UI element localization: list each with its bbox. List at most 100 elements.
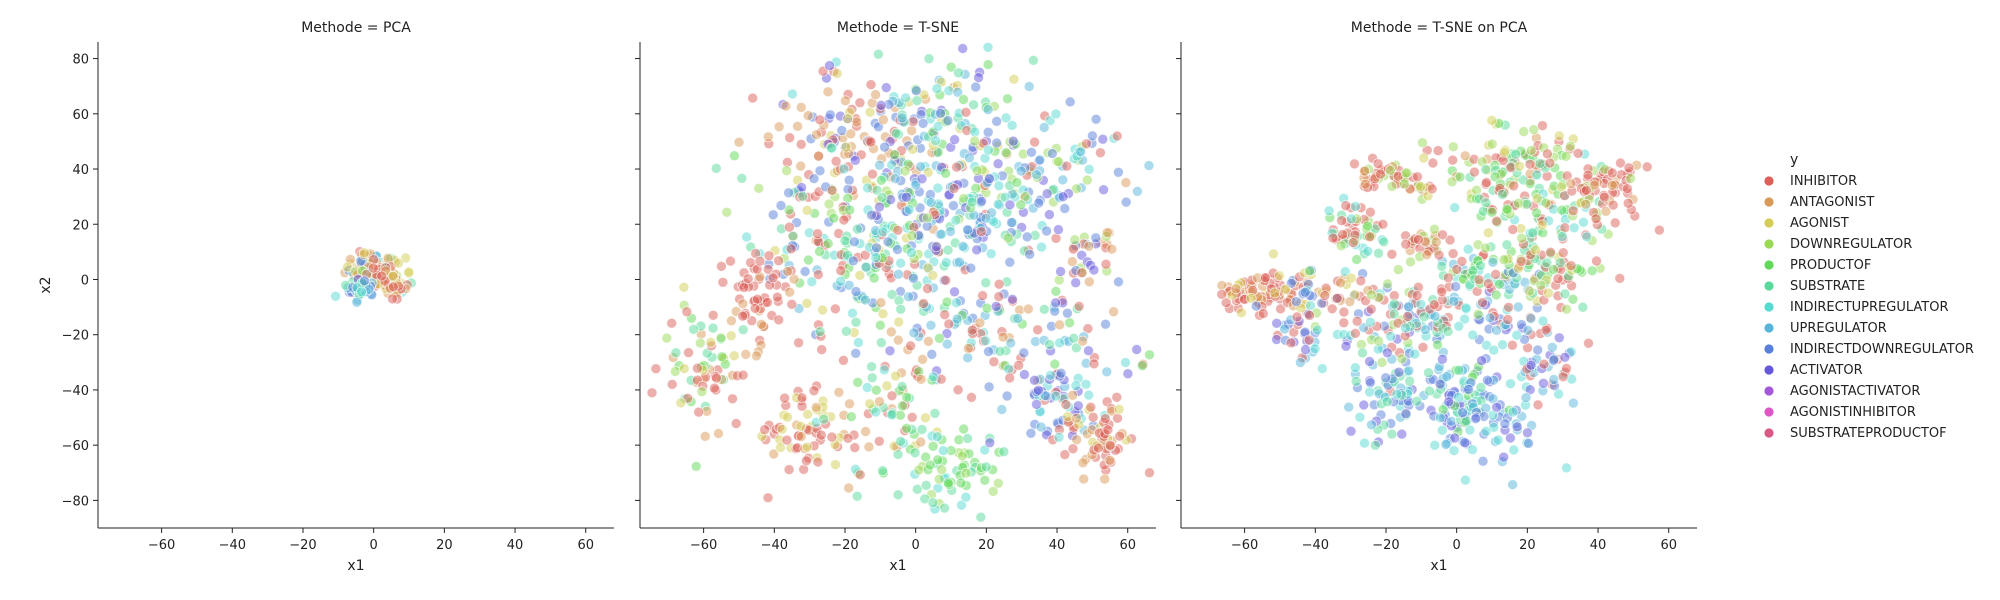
data-point	[1520, 392, 1532, 404]
data-point	[1034, 154, 1046, 166]
data-point	[994, 345, 1006, 357]
data-point	[1070, 277, 1082, 289]
data-point	[998, 446, 1010, 458]
legend-item: SUBSTRATEPRODUCTOF	[1763, 426, 1947, 441]
data-point	[678, 363, 690, 375]
data-point	[1245, 292, 1257, 304]
data-point	[1491, 215, 1502, 227]
data-point	[1349, 158, 1360, 170]
data-point	[1403, 365, 1415, 377]
data-point	[1586, 265, 1598, 277]
data-point	[1589, 179, 1600, 191]
data-point	[1538, 358, 1550, 370]
data-point	[915, 109, 927, 120]
data-point	[893, 295, 905, 307]
data-point	[1464, 424, 1476, 436]
legend-label: SUBSTRATE	[1790, 279, 1865, 294]
data-point	[786, 298, 798, 310]
data-point	[1073, 300, 1085, 312]
data-point	[1007, 135, 1019, 147]
data-point	[795, 160, 807, 172]
data-point	[1095, 147, 1106, 159]
data-point	[860, 261, 872, 273]
data-point	[1216, 288, 1228, 300]
data-point	[690, 460, 702, 472]
data-point	[747, 92, 759, 104]
data-point	[1050, 108, 1062, 120]
data-point	[725, 330, 737, 342]
data-point	[1470, 413, 1482, 425]
data-point	[1373, 335, 1384, 347]
data-point	[846, 411, 857, 423]
data-point	[1083, 276, 1095, 288]
data-point	[884, 345, 896, 357]
data-point	[815, 429, 827, 441]
data-point	[1008, 73, 1020, 85]
data-point	[1436, 286, 1448, 298]
legend-marker	[1763, 301, 1775, 313]
data-point	[1257, 308, 1269, 320]
legend-marker	[1763, 427, 1775, 439]
data-point	[1449, 202, 1461, 214]
data-point	[1250, 300, 1262, 312]
data-point	[1581, 231, 1593, 243]
data-point	[730, 418, 742, 429]
data-point	[1475, 381, 1487, 393]
data-point	[1480, 242, 1491, 254]
data-point	[879, 141, 890, 153]
data-point	[1053, 156, 1064, 168]
data-point	[762, 131, 774, 143]
data-point	[1131, 344, 1143, 355]
data-point	[945, 226, 956, 237]
data-point	[1370, 439, 1381, 451]
data-point	[1090, 232, 1102, 244]
legend-label: INDIRECTUPREGULATOR	[1790, 300, 1949, 315]
data-point	[985, 248, 997, 260]
data-point	[1335, 277, 1346, 289]
data-point	[1448, 295, 1460, 307]
data-point	[1537, 120, 1548, 131]
data-point	[1480, 164, 1492, 175]
data-point	[965, 262, 977, 274]
data-point	[1122, 368, 1134, 380]
data-point	[1101, 227, 1113, 239]
data-point	[1400, 167, 1412, 179]
data-point	[1423, 367, 1434, 379]
data-point	[849, 154, 861, 166]
data-point	[897, 400, 908, 412]
data-point	[992, 198, 1004, 210]
data-point	[1113, 166, 1124, 178]
data-point	[1528, 124, 1540, 136]
data-point	[1497, 189, 1508, 200]
data-point	[1404, 375, 1415, 387]
data-point	[1577, 301, 1589, 313]
data-point	[937, 445, 949, 457]
data-point	[924, 459, 936, 471]
data-point	[920, 412, 931, 424]
data-point	[1085, 401, 1097, 413]
data-point	[705, 336, 717, 348]
data-point	[1515, 255, 1527, 267]
data-point	[1097, 133, 1109, 145]
data-point	[816, 344, 828, 356]
data-point	[942, 477, 954, 489]
data-point	[922, 283, 933, 295]
data-point	[1546, 341, 1558, 353]
data-point	[822, 238, 834, 249]
data-point	[835, 275, 846, 287]
data-point	[1067, 389, 1078, 401]
data-point	[971, 244, 983, 256]
data-point	[840, 95, 851, 107]
data-point	[733, 136, 745, 148]
data-point	[878, 364, 890, 376]
data-point	[1319, 290, 1331, 301]
data-point	[1049, 358, 1061, 370]
data-point	[842, 432, 854, 444]
data-point	[861, 382, 873, 393]
data-point	[1013, 359, 1025, 371]
data-point	[941, 296, 953, 308]
data-point	[871, 242, 882, 254]
data-point	[962, 342, 974, 354]
data-point	[675, 397, 687, 409]
data-point	[1067, 443, 1079, 455]
